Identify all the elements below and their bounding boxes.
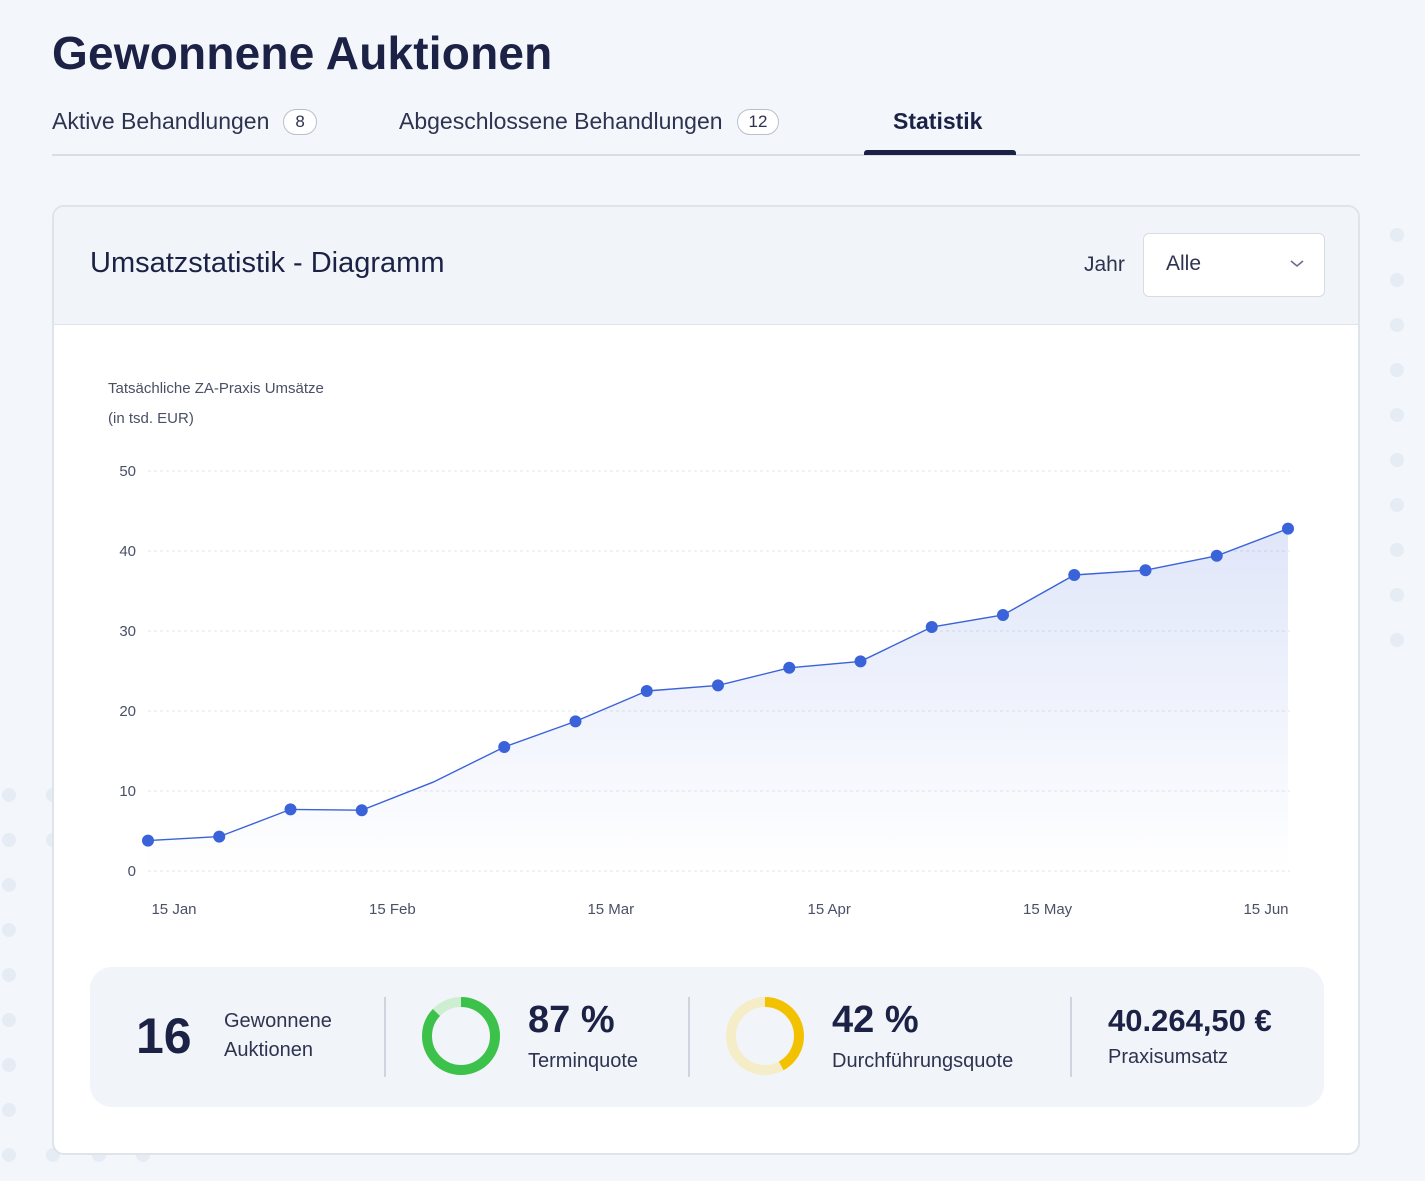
donut-arc	[422, 997, 500, 1075]
tab-label: Statistik	[893, 108, 983, 134]
divider	[1070, 997, 1072, 1077]
chart-area: Tatsächliche ZA-Praxis Umsätze (in tsd. …	[54, 325, 1358, 965]
data-point[interactable]	[712, 679, 724, 692]
completion-rate-label: Durchführungsquote	[832, 1050, 1014, 1072]
won-auctions-label-line1: Gewonnene	[224, 1010, 332, 1032]
count-badge: 12	[736, 108, 780, 135]
data-point[interactable]	[569, 715, 582, 728]
data-point[interactable]	[1068, 569, 1081, 581]
completion-rate-donut	[726, 997, 804, 1075]
donut-arc	[726, 997, 804, 1075]
data-point[interactable]	[213, 830, 226, 843]
year-filter-label: Jahr	[1084, 253, 1125, 276]
card-header: Umsatzstatistik - Diagramm Jahr Alle	[54, 207, 1358, 325]
data-point[interactable]	[1282, 522, 1294, 535]
y-tick-label: 40	[119, 543, 136, 560]
tab-active-treatments[interactable]: Aktive Behandlungen 8	[52, 108, 317, 135]
page-title: Gewonnene Auktionen	[52, 27, 553, 79]
revenue-chart-card: Umsatzstatistik - Diagramm Jahr Alle Tat…	[52, 205, 1360, 1155]
data-point[interactable]	[925, 621, 938, 633]
active-tab-indicator	[864, 150, 1016, 155]
tab-label: Aktive Behandlungen	[52, 108, 270, 134]
divider	[384, 997, 386, 1077]
x-tick-label: 15 Mar	[587, 901, 634, 918]
practice-revenue-label: Praxisumsatz	[1108, 1046, 1229, 1068]
won-auctions-label-line2: Auktionen	[224, 1039, 313, 1061]
data-point[interactable]	[1210, 549, 1223, 562]
appointment-rate-label: Terminquote	[528, 1050, 639, 1072]
data-point[interactable]	[640, 685, 653, 697]
data-point[interactable]	[142, 834, 154, 847]
year-select-value: Alle	[1166, 252, 1202, 275]
chevron-down-icon	[1290, 260, 1304, 268]
practice-revenue-value: 40.264,50 €	[1108, 1003, 1272, 1038]
tab-statistics[interactable]: Statistik	[893, 108, 982, 135]
data-point[interactable]	[284, 803, 297, 816]
data-point[interactable]	[1139, 564, 1152, 577]
appointment-rate-value: 87 %	[528, 999, 615, 1041]
y-tick-label: 10	[119, 783, 136, 800]
data-point[interactable]	[854, 655, 867, 668]
y-tick-label: 50	[119, 463, 136, 480]
data-point[interactable]	[498, 741, 511, 753]
count-badge: 8	[283, 108, 317, 135]
x-tick-label: 15 Apr	[808, 901, 851, 918]
year-select[interactable]: Alle	[1143, 233, 1325, 297]
tab-bar: Aktive Behandlungen 8 Abgeschlossene Beh…	[52, 98, 1360, 156]
y-tick-label: 0	[128, 863, 136, 880]
data-point[interactable]	[997, 609, 1009, 621]
data-point[interactable]	[355, 804, 368, 817]
y-tick-label: 30	[119, 623, 136, 640]
x-tick-label: 15 May	[1023, 901, 1073, 918]
won-auctions-count: 16	[136, 1008, 192, 1064]
y-axis-unit: (in tsd. EUR)	[108, 410, 194, 427]
stats-summary-bar: 16 Gewonnene Auktionen 87 % Terminquote …	[90, 967, 1324, 1107]
x-tick-label: 15 Jun	[1243, 901, 1288, 918]
card-title: Umsatzstatistik - Diagramm	[90, 247, 445, 279]
tab-label: Abgeschlossene Behandlungen	[399, 108, 723, 134]
appointment-rate-donut	[422, 997, 500, 1075]
data-point[interactable]	[783, 661, 796, 674]
revenue-line-chart: 0 10 20 30 40 50 15 Jan 15 Feb 15 Mar 15 Apr 15 M…	[119, 463, 1294, 918]
tab-completed-treatments[interactable]: Abgeschlossene Behandlungen 12	[399, 108, 780, 135]
x-tick-label: 15 Feb	[369, 901, 416, 918]
x-tick-label: 15 Jan	[151, 901, 196, 918]
y-axis-title: Tatsächliche ZA-Praxis Umsätze	[108, 380, 324, 397]
completion-rate-value: 42 %	[832, 999, 919, 1041]
series-area-fill	[148, 528, 1288, 871]
divider	[688, 997, 690, 1077]
y-tick-label: 20	[119, 703, 136, 720]
